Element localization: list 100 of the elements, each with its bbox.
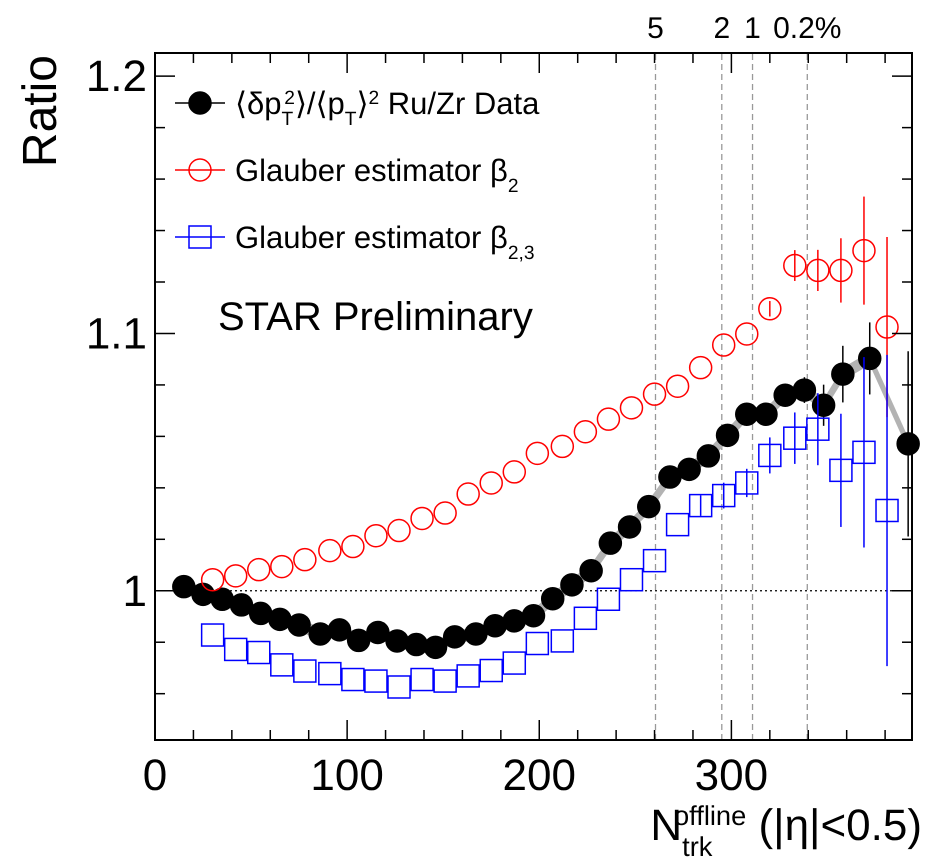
point — [247, 640, 270, 664]
point — [270, 554, 294, 578]
y-tick-label: 1 — [122, 566, 147, 616]
point — [618, 515, 642, 539]
point — [456, 664, 480, 688]
point — [896, 432, 920, 456]
point — [666, 374, 690, 398]
legend-label: Glauber estimator β$_{2,3}$ — [235, 220, 535, 264]
point — [688, 494, 712, 518]
point — [410, 506, 434, 530]
point — [172, 574, 196, 598]
point — [502, 460, 526, 484]
point — [287, 613, 311, 637]
point — [224, 564, 248, 588]
point — [433, 669, 457, 693]
point — [688, 356, 712, 380]
point — [716, 424, 740, 448]
point — [479, 658, 503, 682]
point — [596, 588, 620, 612]
point — [658, 465, 682, 489]
x-tick-label: 0 — [142, 751, 168, 800]
text: 0.2% — [773, 12, 842, 45]
annotation: STAR Preliminary — [218, 295, 533, 339]
y-axis-title: Ratio — [14, 55, 67, 168]
point — [483, 614, 507, 638]
point — [574, 420, 598, 444]
point — [642, 382, 666, 406]
point — [200, 568, 224, 592]
point — [293, 659, 317, 683]
x-tick-label: 300 — [694, 751, 768, 800]
point — [410, 668, 434, 692]
point — [248, 602, 272, 626]
point — [858, 346, 882, 370]
point — [387, 518, 411, 542]
text: 1 — [744, 12, 761, 45]
point — [637, 494, 661, 518]
point — [522, 604, 546, 628]
point — [783, 254, 807, 278]
point — [712, 333, 736, 357]
point — [875, 498, 899, 522]
point — [270, 653, 294, 677]
point — [268, 608, 292, 632]
point — [620, 568, 644, 592]
point — [596, 407, 620, 431]
point — [385, 629, 409, 653]
x-tick-label: 100 — [310, 751, 384, 800]
point — [328, 618, 352, 642]
point — [560, 573, 584, 597]
point — [754, 402, 778, 426]
point — [831, 362, 855, 386]
point — [783, 426, 807, 450]
point — [829, 458, 853, 482]
legend-label: Glauber estimator β$_{2}$ — [235, 153, 519, 196]
point — [829, 258, 853, 282]
point — [550, 629, 574, 653]
point — [579, 558, 603, 582]
point — [696, 444, 720, 468]
point — [502, 651, 526, 675]
point — [364, 524, 388, 548]
point — [346, 628, 370, 652]
point — [812, 394, 836, 417]
y-tick-label: 1.1 — [86, 309, 147, 358]
point — [773, 383, 797, 407]
point — [852, 238, 876, 262]
point — [247, 558, 270, 582]
point — [712, 484, 736, 508]
point — [540, 586, 564, 610]
point — [735, 471, 759, 495]
point — [852, 440, 876, 464]
point — [366, 620, 390, 644]
point — [574, 606, 598, 630]
point — [792, 378, 816, 402]
point — [550, 434, 574, 458]
point — [456, 482, 480, 506]
point — [341, 534, 365, 558]
text: 2 — [713, 12, 730, 45]
text: 5 — [647, 12, 664, 45]
point — [526, 632, 550, 656]
point — [404, 632, 428, 656]
point — [642, 548, 666, 572]
point — [210, 588, 234, 612]
point — [502, 609, 526, 633]
point — [875, 315, 899, 339]
point — [735, 322, 759, 346]
x-tick-label: 200 — [502, 751, 576, 800]
point — [318, 662, 342, 686]
point — [424, 636, 448, 660]
point — [598, 531, 622, 555]
point — [666, 512, 690, 536]
point — [464, 622, 488, 646]
point — [677, 458, 701, 482]
point — [442, 625, 466, 649]
point — [293, 548, 317, 572]
point — [387, 675, 411, 699]
point — [806, 258, 830, 282]
point — [433, 501, 457, 525]
point — [620, 396, 644, 420]
point — [758, 444, 782, 468]
y-tick-label: 1.2 — [86, 52, 147, 102]
point — [364, 669, 388, 693]
